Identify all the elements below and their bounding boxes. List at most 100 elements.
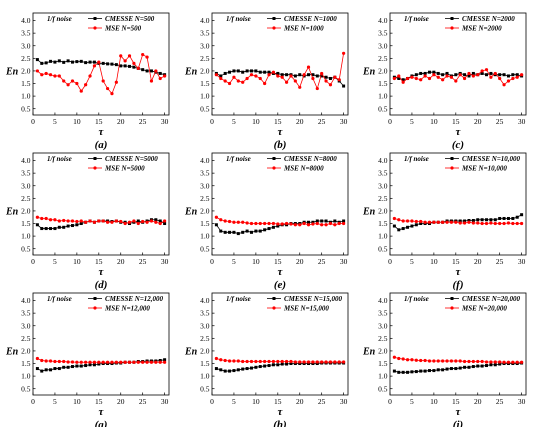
- data-point: [79, 89, 83, 93]
- data-point: [228, 369, 232, 373]
- data-point: [214, 367, 218, 371]
- data-point: [241, 367, 245, 371]
- data-point: [298, 223, 302, 227]
- data-point: [436, 75, 440, 79]
- x-tick-label: 30: [340, 397, 348, 406]
- x-tick-label: 5: [410, 117, 414, 126]
- y-tick-label: 1.0: [21, 232, 31, 241]
- data-point: [70, 79, 75, 83]
- data-point: [48, 73, 53, 77]
- x-tick-label: 10: [252, 397, 260, 406]
- data-point: [145, 220, 149, 224]
- data-point: [511, 360, 515, 364]
- data-point: [520, 221, 524, 226]
- data-point: [498, 73, 502, 77]
- data-point: [405, 219, 410, 223]
- data-point: [315, 219, 319, 223]
- data-point: [320, 219, 324, 223]
- plot-frame: [389, 12, 527, 116]
- data-point: [476, 221, 480, 225]
- x-tick-label: 25: [318, 397, 326, 406]
- data-point: [66, 83, 70, 87]
- y-tick-label: 4.0: [378, 16, 388, 25]
- data-point: [320, 71, 324, 76]
- data-point: [276, 363, 280, 367]
- series-mse: [392, 68, 524, 87]
- y-tick-label: 2.5: [200, 194, 210, 203]
- data-point: [223, 358, 227, 363]
- data-point: [302, 221, 306, 226]
- data-point: [66, 365, 70, 369]
- data-point: [105, 220, 110, 224]
- data-point: [471, 74, 475, 78]
- data-point: [35, 215, 39, 219]
- data-point: [432, 70, 436, 74]
- data-point: [53, 359, 57, 364]
- x-tick-label: 20: [117, 257, 125, 266]
- data-point: [92, 363, 96, 367]
- data-point: [333, 75, 337, 79]
- data-point: [84, 364, 88, 368]
- legend: 1/f noise CMESSE N=500 MSE N=500: [47, 15, 155, 33]
- data-point: [249, 230, 253, 234]
- data-point: [145, 360, 149, 364]
- data-point: [163, 74, 167, 78]
- legend-entry-mse: MSE N=15,000: [283, 305, 329, 313]
- data-point: [214, 215, 218, 219]
- data-point: [84, 83, 88, 87]
- data-point: [423, 74, 427, 78]
- data-point: [254, 74, 258, 78]
- panel-label: (i): [453, 419, 463, 427]
- data-point: [342, 84, 346, 88]
- data-point: [123, 360, 127, 364]
- data-point: [132, 65, 136, 69]
- data-point: [506, 216, 510, 220]
- data-point: [97, 60, 101, 64]
- data-point: [302, 73, 306, 77]
- data-point: [79, 219, 83, 223]
- y-tick-label: 2.5: [21, 54, 31, 63]
- data-point: [49, 227, 53, 231]
- data-point: [119, 360, 123, 364]
- y-tick-label: 3.0: [21, 321, 31, 330]
- plot-frame: [211, 292, 349, 396]
- y-tick-label: 1.5: [21, 79, 31, 88]
- x-tick-label: 30: [518, 257, 526, 266]
- data-point: [236, 359, 240, 363]
- data-point: [315, 74, 319, 78]
- data-point: [328, 221, 333, 226]
- data-point: [333, 360, 337, 364]
- data-point: [484, 221, 489, 226]
- data-point: [311, 76, 315, 81]
- data-point: [315, 86, 319, 91]
- legend-swatch-marker: [450, 17, 454, 20]
- data-point: [127, 360, 132, 364]
- x-tick-label: 10: [252, 117, 260, 126]
- x-tick-label: 15: [95, 397, 103, 406]
- data-point: [154, 360, 158, 364]
- data-point: [414, 76, 418, 81]
- data-point: [498, 362, 502, 366]
- data-point: [267, 221, 271, 226]
- data-point: [136, 360, 140, 364]
- data-point: [123, 64, 127, 68]
- data-point: [53, 227, 57, 231]
- legend-noise-label: 1/f noise: [226, 155, 251, 163]
- data-point: [119, 54, 123, 58]
- data-point: [123, 59, 127, 63]
- data-point: [249, 73, 254, 77]
- data-point: [219, 76, 223, 81]
- data-point: [101, 219, 105, 223]
- panel-c: 0.5 1.0 1.5 2.0 2.5 3.0 3.5 4.0 0 5 10 15 20 25 30 En τ(…: [362, 12, 527, 151]
- y-tick-label: 2.5: [378, 334, 388, 343]
- data-point: [445, 74, 449, 78]
- x-tick-label: 20: [296, 117, 304, 126]
- plot-frame: [32, 292, 170, 396]
- data-point: [219, 229, 223, 233]
- data-point: [128, 64, 132, 68]
- data-point: [480, 221, 484, 226]
- x-tick-label: 15: [452, 397, 460, 406]
- data-point: [397, 356, 401, 361]
- legend-noise-label: 1/f noise: [404, 295, 429, 303]
- y-tick-label: 1.5: [200, 219, 210, 228]
